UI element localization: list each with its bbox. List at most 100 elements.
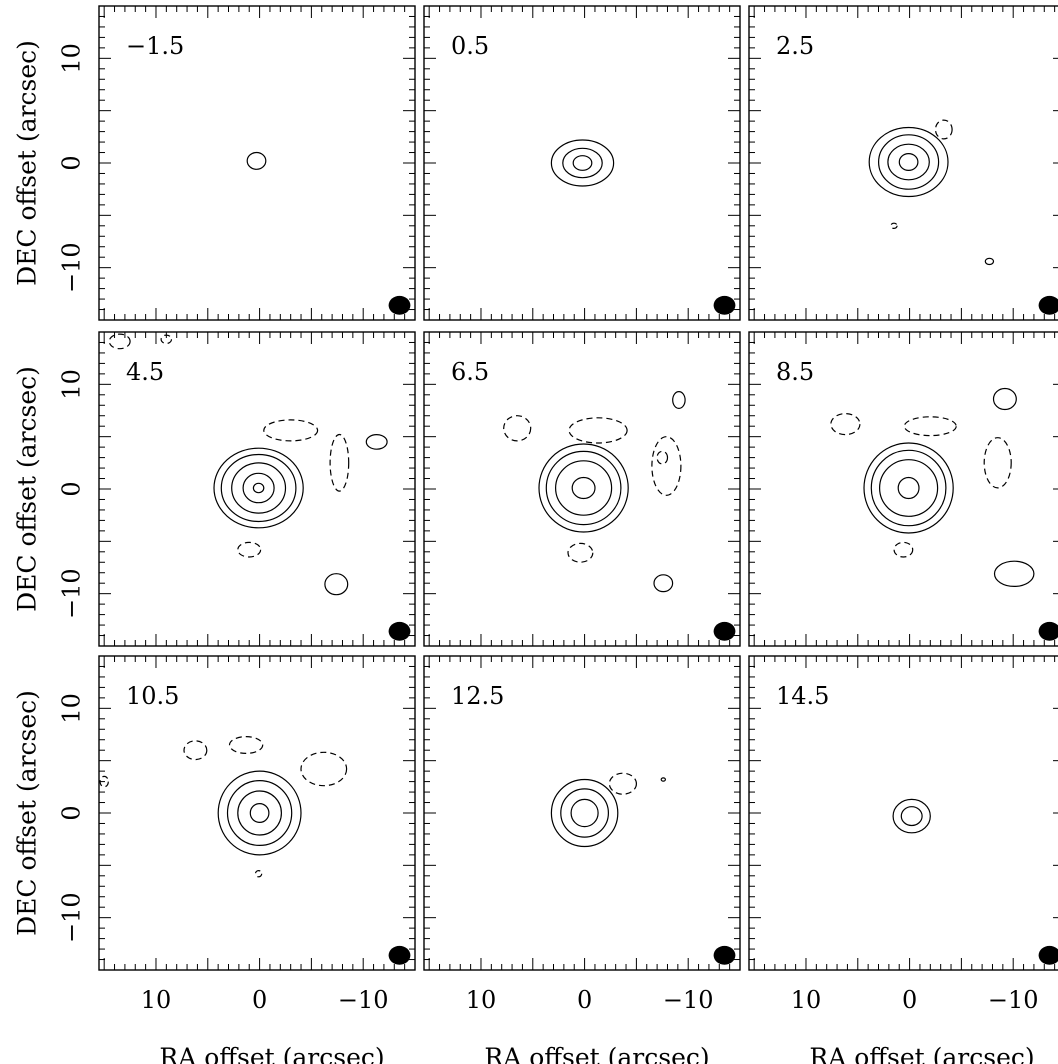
- x-tick-label: 0: [252, 986, 267, 1014]
- negative-contour: [263, 419, 319, 442]
- positive-contour: [560, 788, 610, 838]
- x-axis-label: RA offset (arcsec): [809, 1043, 1034, 1064]
- velocity-label: 14.5: [776, 682, 829, 710]
- beam-ellipse: [388, 621, 411, 641]
- positive-contour: [863, 442, 954, 534]
- positive-contour: [653, 574, 674, 593]
- negative-contour: [903, 416, 957, 437]
- beam-ellipse: [388, 295, 411, 315]
- positive-contour: [892, 798, 931, 834]
- positive-contour: [870, 449, 947, 527]
- positive-contour: [572, 155, 593, 171]
- tick-marks: [749, 331, 1058, 647]
- positive-contour: [898, 153, 919, 172]
- positive-contour: [220, 453, 297, 523]
- negative-contour: [567, 542, 594, 563]
- y-axis-label: DEC offset (arcsec): [13, 366, 42, 612]
- tick-marks: [99, 655, 416, 971]
- tick-marks: [749, 5, 1058, 321]
- velocity-label: 12.5: [451, 682, 504, 710]
- channel-panel: 6.5: [423, 331, 741, 647]
- velocity-label: −1.5: [126, 32, 184, 60]
- positive-contour: [242, 472, 275, 504]
- x-tick-label: −10: [988, 986, 1039, 1014]
- negative-contour: [608, 772, 637, 795]
- x-tick-label: 0: [577, 986, 592, 1014]
- positive-contour: [993, 560, 1035, 587]
- y-tick-label: 0: [58, 481, 86, 496]
- channel-panel: 8.5: [748, 331, 1058, 647]
- negative-contour: [228, 735, 264, 754]
- positive-contour: [324, 573, 349, 596]
- negative-contour: [568, 417, 628, 444]
- y-tick-label: −10: [58, 242, 86, 293]
- positive-contour: [672, 390, 686, 409]
- x-tick-label: 10: [791, 986, 822, 1014]
- positive-contour: [562, 147, 603, 179]
- x-tick-label: 10: [466, 986, 497, 1014]
- positive-contour: [213, 447, 304, 529]
- positive-contour: [246, 151, 267, 170]
- tick-marks: [424, 331, 741, 647]
- x-axis-label: RA offset (arcsec): [159, 1043, 384, 1064]
- tick-marks: [424, 655, 741, 971]
- y-tick-label: −10: [58, 892, 86, 943]
- x-tick-label: −10: [338, 986, 389, 1014]
- positive-contour: [868, 126, 949, 198]
- y-axis-label: DEC offset (arcsec): [13, 690, 42, 936]
- beam-ellipse: [1038, 295, 1058, 315]
- y-axis-label: DEC offset (arcsec): [13, 40, 42, 286]
- positive-contour: [237, 790, 283, 836]
- beam-ellipse: [713, 621, 736, 641]
- channel-panel: 14.5 10 0 −10 RA offset (arcsec): [748, 655, 1058, 1064]
- tick-marks: [99, 331, 416, 647]
- y-tick-label: 10: [58, 369, 86, 400]
- positive-contour: [365, 433, 388, 450]
- y-tick-label: 10: [58, 693, 86, 724]
- negative-contour: [237, 541, 262, 558]
- negative-contour: [934, 119, 953, 140]
- velocity-label: 2.5: [776, 32, 814, 60]
- y-tick-label: 0: [58, 805, 86, 820]
- channel-panel: 12.5 10 0 −10 RA offset (arcsec): [423, 655, 741, 1064]
- negative-contour: [983, 437, 1012, 489]
- tick-marks: [749, 655, 1058, 971]
- negative-contour: [329, 433, 350, 492]
- negative-contour: [503, 415, 532, 442]
- positive-contour: [878, 134, 940, 190]
- negative-contour: [108, 333, 131, 350]
- positive-contour: [252, 482, 265, 494]
- positive-contour: [660, 777, 666, 782]
- x-tick-label: 10: [141, 986, 172, 1014]
- velocity-label: 6.5: [451, 358, 489, 386]
- tick-marks: [99, 5, 416, 321]
- positive-contour: [879, 459, 939, 517]
- negative-contour: [183, 740, 208, 761]
- positive-contour: [555, 460, 613, 516]
- positive-contour: [570, 798, 599, 828]
- positive-contour: [571, 476, 596, 500]
- positive-contour: [226, 779, 293, 847]
- negative-contour: [656, 450, 669, 465]
- negative-contour: [830, 412, 861, 436]
- positive-contour: [538, 443, 629, 533]
- velocity-label: 4.5: [126, 358, 164, 386]
- channel-panel: 2.5: [748, 5, 1058, 321]
- beam-ellipse: [1038, 945, 1058, 965]
- beam-ellipse: [388, 945, 411, 965]
- x-axis-label: RA offset (arcsec): [484, 1043, 709, 1064]
- positive-contour: [545, 450, 622, 526]
- channel-panel: 4.5 10 0 −10 DEC offset (arcsec): [13, 331, 416, 647]
- positive-contour: [900, 806, 923, 827]
- negative-contour: [254, 869, 263, 878]
- channel-panel: 10.5 10 0 −10 RA offset (arcsec) 10 0 −10 DEC of…: [13, 655, 416, 1064]
- y-tick-label: 0: [58, 155, 86, 170]
- negative-contour: [893, 541, 914, 558]
- channel-panel: −1.5 10 0 −10 DEC offset (arcsec): [13, 5, 416, 321]
- velocity-label: 8.5: [776, 358, 814, 386]
- beam-ellipse: [713, 295, 736, 315]
- positive-contour: [897, 476, 920, 500]
- positive-contour: [887, 143, 930, 181]
- positive-contour: [231, 462, 287, 514]
- x-tick-label: 0: [902, 986, 917, 1014]
